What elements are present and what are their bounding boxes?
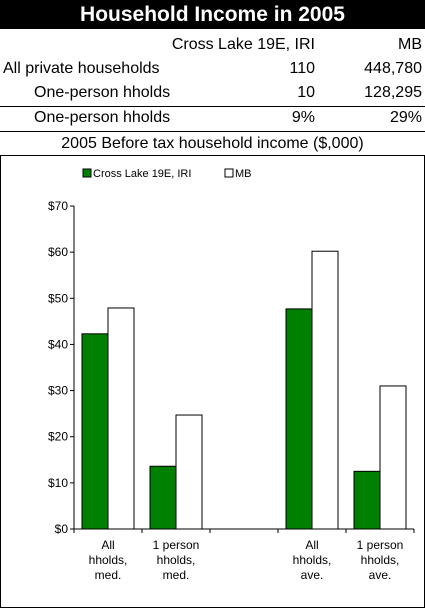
x-tick-label: ave. — [301, 568, 324, 582]
x-tick-label: All — [101, 538, 114, 552]
row-value-mb: 29% — [389, 109, 422, 126]
row-value-mb: 128,295 — [364, 84, 422, 101]
y-tick-label: $20 — [48, 430, 68, 444]
table-row: One-person hholds 10 128,295 — [0, 82, 425, 104]
legend-swatch-2 — [224, 168, 234, 178]
row-value-mb: 448,780 — [364, 60, 422, 77]
divider — [0, 131, 425, 132]
table-header-row: Cross Lake 19E, IRI MB — [0, 34, 425, 56]
row-value-area: 110 — [289, 60, 315, 77]
x-tick-label: med. — [95, 568, 122, 582]
bar-2 — [107, 307, 135, 530]
y-tick-label: $0 — [55, 522, 69, 536]
x-tick-label: All — [305, 538, 318, 552]
legend-label-2: MB — [235, 168, 252, 180]
y-tick-label: $10 — [48, 476, 68, 490]
bar-2 — [379, 385, 407, 530]
bar-chart: Cross Lake 19E, IRI MB $0 $10 $20 $30 $40 $50 $6… — [48, 168, 415, 582]
y-tick-label: $60 — [48, 245, 68, 259]
x-tick-label: hholds, — [89, 553, 128, 567]
y-tick-label: $70 — [48, 199, 68, 213]
divider — [0, 106, 425, 107]
table-row: One-person hholds 9% 29% — [0, 107, 425, 129]
row-value-area: 9% — [291, 109, 315, 126]
bar-2 — [311, 250, 339, 530]
x-tick-label: hholds, — [361, 553, 400, 567]
x-tick-label: ave. — [369, 568, 392, 582]
chart-frame: Cross Lake 19E, IRI MB $0 $10 $20 $30 $40 $50 $6… — [0, 155, 425, 608]
bar-1 — [149, 465, 177, 530]
bar-1 — [81, 333, 109, 530]
legend-swatch-1 — [82, 168, 92, 178]
row-label: All private households — [3, 60, 160, 77]
x-tick-label: 1 person — [357, 538, 404, 552]
x-tick-label: hholds, — [293, 553, 332, 567]
x-tick-label: med. — [163, 568, 190, 582]
y-tick-label: $30 — [48, 384, 68, 398]
y-tick-label: $50 — [48, 291, 68, 305]
row-label: One-person hholds — [34, 84, 171, 101]
bar-1 — [285, 308, 313, 530]
x-tick-label: 1 person — [153, 538, 200, 552]
table-row: All private households 110 448,780 — [0, 58, 425, 80]
row-label: One-person hholds — [34, 109, 171, 126]
y-tick-label: $40 — [48, 337, 68, 351]
bar-2 — [175, 414, 203, 530]
column-header-mb: MB — [398, 36, 422, 53]
bar-1 — [353, 470, 381, 530]
row-value-area: 10 — [297, 84, 315, 101]
column-header-area: Cross Lake 19E, IRI — [171, 36, 315, 53]
chart-subtitle: 2005 Before tax household income ($,000) — [61, 135, 364, 152]
legend-label-1: Cross Lake 19E, IRI — [93, 168, 191, 180]
x-tick-label: hholds, — [157, 553, 196, 567]
page-title: Household Income in 2005 — [0, 0, 425, 29]
